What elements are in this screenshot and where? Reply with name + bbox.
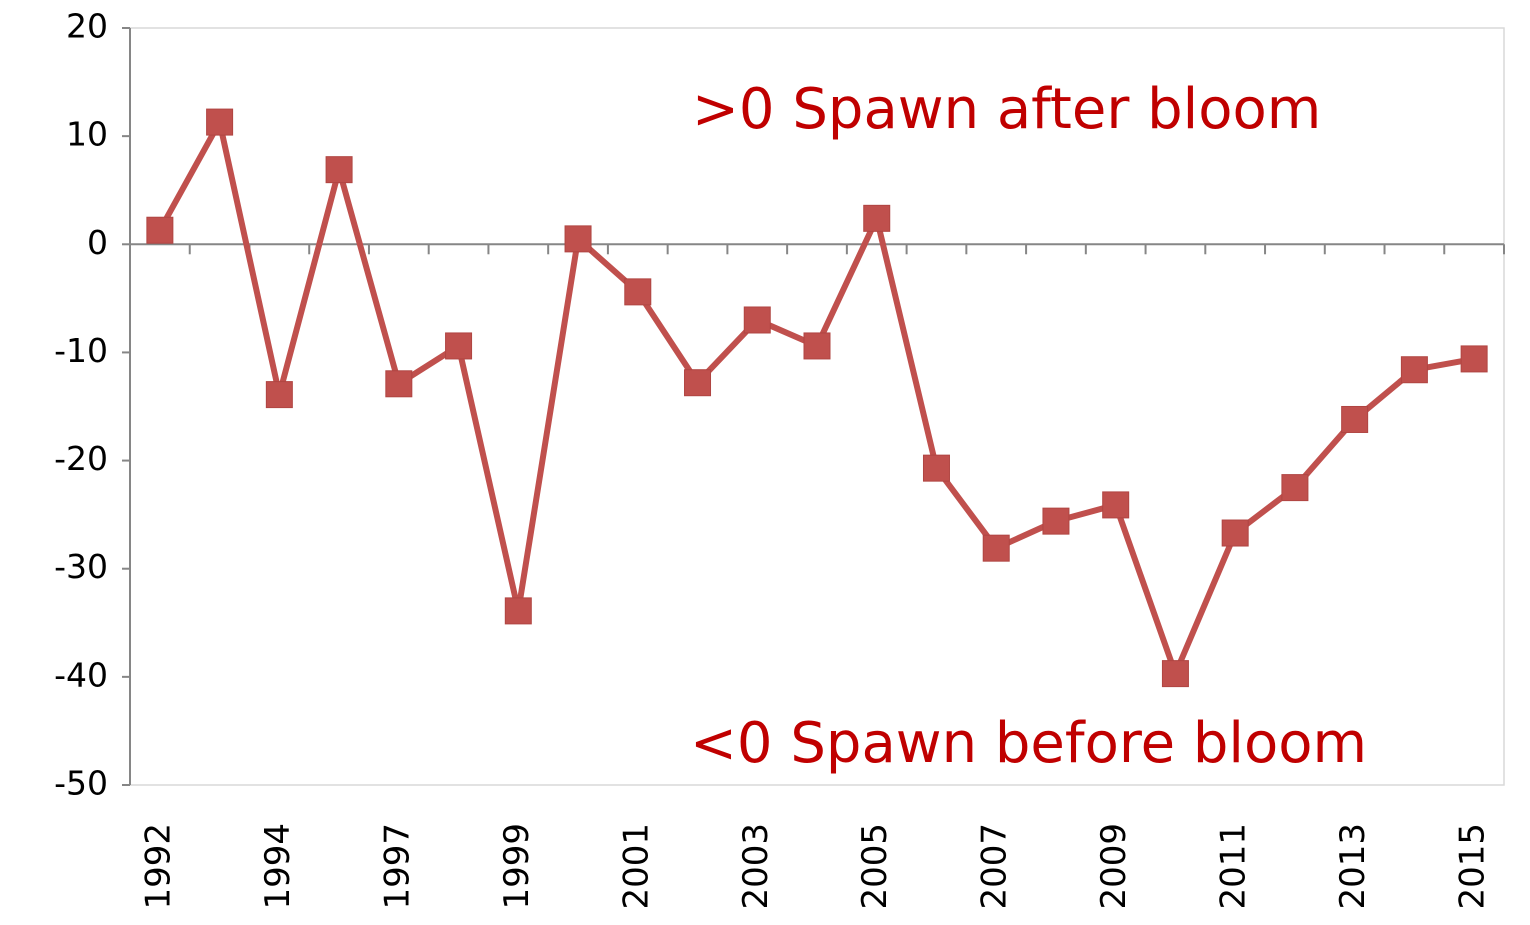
- marker: [504, 597, 532, 625]
- marker: [1460, 345, 1488, 373]
- y-tick-label: -50: [54, 764, 108, 803]
- marker: [1400, 356, 1428, 384]
- y-tick-label: 10: [66, 115, 108, 154]
- x-tick-label: 2013: [1333, 823, 1373, 910]
- marker: [982, 534, 1010, 562]
- marker: [1161, 660, 1189, 688]
- marker: [445, 332, 473, 360]
- marker: [206, 108, 234, 136]
- marker: [803, 332, 831, 360]
- x-tick-label: 2001: [616, 823, 656, 910]
- marker: [1042, 507, 1070, 535]
- x-tick-label: 2005: [855, 823, 895, 910]
- y-tick-label: -10: [54, 331, 108, 370]
- marker: [564, 225, 592, 253]
- marker: [743, 306, 771, 334]
- y-tick-label: -40: [54, 655, 108, 694]
- marker: [146, 216, 174, 244]
- x-tick-label: 2003: [736, 823, 776, 910]
- marker: [385, 370, 413, 398]
- x-tick-label: 2007: [975, 823, 1015, 910]
- annotation: <0 Spawn before bloom: [690, 711, 1367, 776]
- marker: [265, 381, 293, 409]
- x-tick-label: 1994: [258, 823, 298, 910]
- y-tick-label: -20: [54, 439, 108, 478]
- marker: [922, 454, 950, 482]
- marker: [624, 278, 652, 306]
- marker: [1281, 474, 1309, 502]
- marker: [1341, 405, 1369, 433]
- marker: [1221, 519, 1249, 547]
- series-line: [157, 119, 1475, 677]
- x-tick-label: 1992: [138, 823, 178, 910]
- x-tick-label: 2009: [1094, 823, 1134, 910]
- y-tick-label: -30: [54, 547, 108, 586]
- plot: -50 -40 -30 -20 -10 0 10 20 1992 1994 1997 1999 2001…: [54, 7, 1505, 910]
- x-tick-label: 2015: [1453, 823, 1493, 910]
- marker: [325, 156, 353, 184]
- x-tick-label: 1999: [497, 823, 537, 910]
- marker: [1102, 491, 1130, 519]
- marker: [863, 204, 891, 232]
- annotation: >0 Spawn after bloom: [692, 77, 1321, 142]
- x-tick-label: 1997: [377, 823, 417, 910]
- y-tick-label: 20: [66, 7, 108, 46]
- marker: [684, 369, 712, 397]
- y-tick-label: 0: [87, 223, 108, 262]
- x-tick-label: 2011: [1214, 823, 1254, 910]
